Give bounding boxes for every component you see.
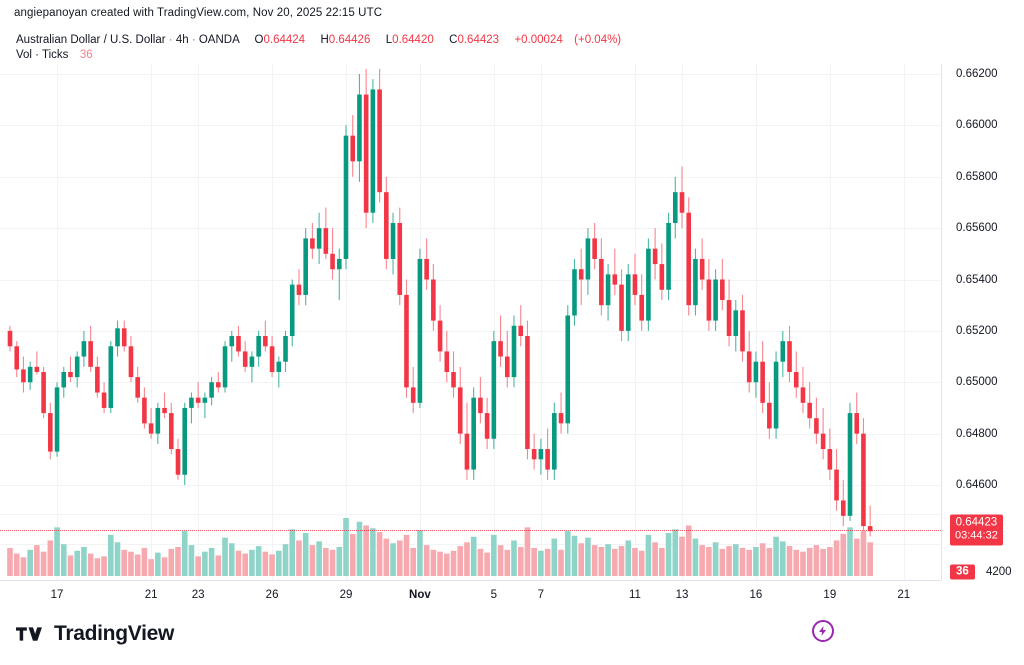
legend-sep-1: · — [168, 34, 173, 46]
gridline-vertical — [198, 64, 199, 580]
time-axis-label: Nov — [409, 589, 431, 601]
price-axis-label: 0.65800 — [956, 170, 998, 183]
gridline-horizontal — [0, 280, 941, 281]
legend-change-abs: +0.00024 — [514, 34, 563, 46]
legend-exchange: OANDA — [198, 34, 240, 46]
price-axis-label: 0.65000 — [956, 376, 998, 389]
gridline-horizontal — [0, 331, 941, 332]
chart-plot-area[interactable] — [0, 64, 941, 580]
price-axis-label: 0.65200 — [956, 324, 998, 337]
price-axis-label: 0.65400 — [956, 273, 998, 286]
chart-legend: Australian Dollar / U.S. Dollar · 4h · O… — [16, 33, 621, 63]
legend-high-value: 0.64426 — [328, 34, 371, 46]
gridline-vertical — [756, 64, 757, 580]
gridline-horizontal — [0, 382, 941, 383]
legend-interval[interactable]: 4h — [175, 34, 189, 46]
legend-close: C0.64423 — [449, 34, 499, 46]
legend-volume-title[interactable]: Vol · Ticks — [16, 49, 69, 61]
time-axis-label: 5 — [490, 589, 498, 601]
time-axis-label: 21 — [897, 589, 911, 601]
tradingview-footer-logo: TradingView — [16, 622, 174, 646]
gridline-horizontal — [0, 544, 941, 545]
legend-high: H0.64426 — [320, 34, 370, 46]
gridline-horizontal — [0, 485, 941, 486]
time-axis-label: 23 — [191, 589, 205, 601]
current-price-value: 0.64423 — [955, 516, 998, 529]
gridline-vertical — [830, 64, 831, 580]
legend-high-label: H — [320, 34, 329, 46]
gridline-vertical — [346, 64, 347, 580]
tradingview-logomark-icon — [16, 627, 42, 641]
gridline-vertical — [541, 64, 542, 580]
time-axis-label: 11 — [628, 589, 641, 601]
legend-open-label: O — [254, 34, 264, 46]
legend-low: L0.64420 — [386, 34, 434, 46]
time-axis-label: 19 — [823, 589, 837, 601]
gridline-horizontal — [0, 514, 941, 515]
price-axis-label-partial: 4200 — [986, 566, 1012, 578]
candlestick-series — [7, 68, 873, 576]
time-axis-label: 21 — [144, 589, 158, 601]
gridline-vertical — [57, 64, 58, 580]
gridline-horizontal — [0, 177, 941, 178]
legend-volume-value: 36 — [79, 49, 93, 61]
time-axis[interactable]: 17 21 23 26 29 Nov 5 7 11 13 16 19 21 — [0, 580, 941, 609]
time-axis-label: 7 — [537, 589, 545, 601]
current-price-tag[interactable]: 0.64423 03:44:32 — [950, 514, 1003, 546]
gridline-horizontal — [0, 74, 941, 75]
legend-volume-row: Vol · Ticks 36 — [16, 48, 621, 63]
time-axis-label: 17 — [50, 589, 64, 601]
legend-close-label: C — [449, 34, 458, 46]
legend-sep-2: · — [191, 34, 196, 46]
legend-open-value: 0.64424 — [263, 34, 306, 46]
time-axis-label: 13 — [675, 589, 689, 601]
legend-open: O0.64424 — [255, 34, 306, 46]
legend-close-value: 0.64423 — [457, 34, 500, 46]
price-axis-label: 0.65600 — [956, 222, 998, 235]
current-price-line — [0, 530, 941, 531]
price-axis-label: 0.64600 — [956, 479, 998, 491]
gridline-horizontal — [0, 434, 941, 435]
legend-low-value: 0.64420 — [392, 34, 434, 46]
gridline-vertical — [494, 64, 495, 580]
gridline-vertical — [151, 64, 152, 580]
price-axis-label: 0.66200 — [956, 68, 998, 80]
gridline-vertical — [635, 64, 636, 580]
bar-countdown: 03:44:32 — [955, 529, 998, 542]
legend-symbol-name[interactable]: Australian Dollar / U.S. Dollar — [16, 34, 166, 46]
volume-value-badge[interactable]: 36 — [950, 564, 975, 580]
price-axis-label: 0.66000 — [956, 119, 998, 132]
gridline-horizontal — [0, 125, 941, 126]
time-axis-label: 26 — [265, 589, 279, 601]
price-axis-label: 0.64800 — [956, 427, 998, 440]
lightning-bolt-icon[interactable] — [812, 620, 835, 642]
legend-change-pct: (+0.04%) — [574, 34, 622, 46]
gridline-vertical — [904, 64, 905, 580]
time-axis-label: 16 — [749, 589, 763, 601]
tradingview-wordmark: TradingView — [54, 622, 175, 645]
legend-symbol-row: Australian Dollar / U.S. Dollar · 4h · O… — [16, 33, 621, 48]
attribution-text: angiepanoyan created with TradingView.co… — [14, 7, 383, 19]
gridline-vertical — [272, 64, 273, 580]
time-axis-label: 29 — [339, 589, 353, 601]
gridline-horizontal — [0, 228, 941, 229]
gridline-vertical — [682, 64, 683, 580]
legend-low-label: L — [385, 34, 393, 46]
price-axis[interactable]: 0.66200 0.66000 0.65800 0.65600 0.65400 0.652… — [941, 64, 1024, 580]
